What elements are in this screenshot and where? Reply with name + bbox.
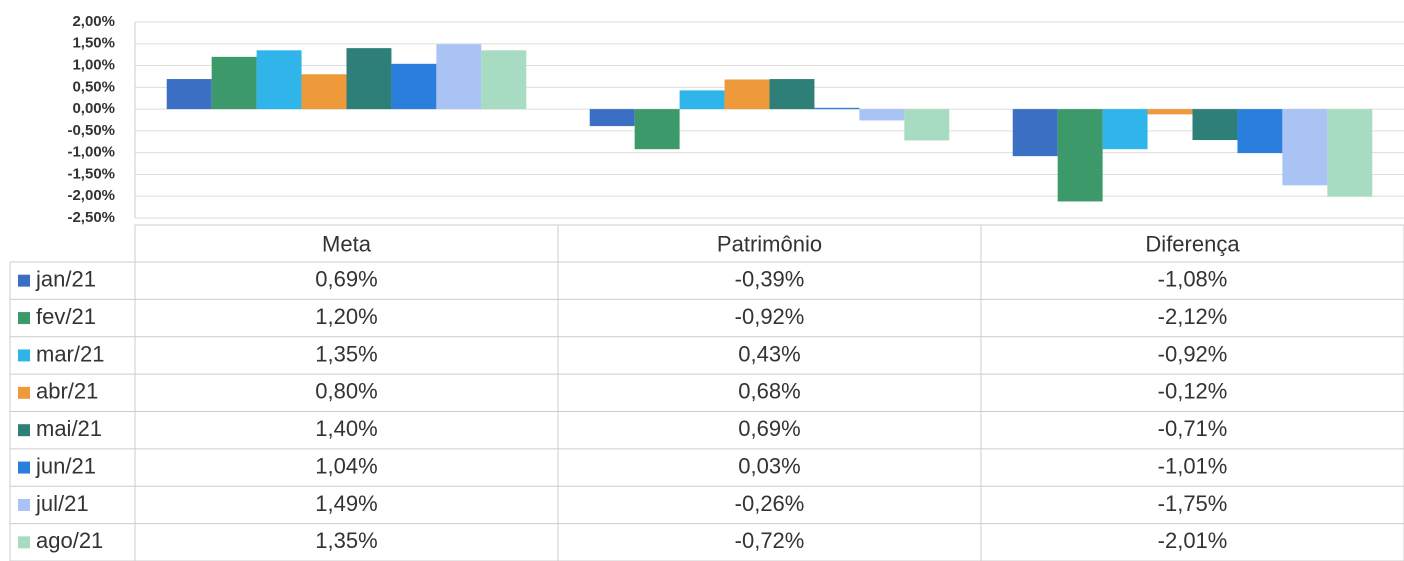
legend-label: ago/21 bbox=[36, 528, 103, 553]
y-tick-label: 1,50% bbox=[72, 35, 115, 52]
y-tick-label: -1,00% bbox=[67, 144, 115, 161]
data-label: 0,68% bbox=[738, 379, 800, 404]
y-tick-label: 2,00% bbox=[72, 13, 115, 30]
legend-key bbox=[18, 498, 30, 511]
legend-label: fev/21 bbox=[36, 304, 96, 329]
y-tick-label: -1,50% bbox=[67, 165, 115, 182]
data-label: -0,39% bbox=[735, 267, 805, 292]
bar bbox=[1282, 109, 1328, 186]
bar bbox=[724, 79, 770, 110]
legend-label: jul/21 bbox=[35, 491, 89, 516]
data-label: -2,12% bbox=[1158, 304, 1228, 329]
y-tick-label: 0,50% bbox=[72, 78, 115, 95]
data-label: 1,35% bbox=[315, 528, 377, 553]
bar bbox=[634, 109, 680, 150]
data-label: -1,08% bbox=[1158, 267, 1228, 292]
data-label: -0,12% bbox=[1158, 379, 1228, 404]
data-label: -0,92% bbox=[735, 304, 805, 329]
legend-label: jun/21 bbox=[35, 453, 96, 478]
data-label: 0,69% bbox=[315, 267, 377, 292]
bar bbox=[481, 50, 527, 110]
data-label: -2,01% bbox=[1158, 528, 1228, 553]
y-tick-label: -2,50% bbox=[67, 209, 115, 226]
data-label: 1,49% bbox=[315, 491, 377, 516]
y-tick-label: 1,00% bbox=[72, 57, 115, 74]
bar bbox=[346, 48, 392, 110]
data-label: -0,92% bbox=[1158, 341, 1228, 366]
bar bbox=[211, 56, 257, 110]
bar bbox=[1102, 109, 1148, 150]
legend-key bbox=[18, 386, 30, 399]
data-label: 1,20% bbox=[315, 304, 377, 329]
legend-key bbox=[18, 424, 30, 437]
legend-label: mar/21 bbox=[36, 341, 104, 366]
y-tick-label: -2,00% bbox=[67, 187, 115, 204]
bar bbox=[859, 109, 905, 121]
x-tick-label: Diferença bbox=[1145, 231, 1240, 256]
legend-key bbox=[18, 349, 30, 362]
x-tick-label: Patrimônio bbox=[717, 231, 822, 256]
data-label: -1,01% bbox=[1158, 453, 1228, 478]
legend-key bbox=[18, 536, 30, 549]
bar bbox=[1192, 109, 1238, 141]
bar bbox=[301, 74, 347, 110]
legend-key bbox=[18, 461, 30, 474]
data-label: 0,03% bbox=[738, 453, 800, 478]
legend-key bbox=[18, 274, 30, 287]
legend-key bbox=[18, 312, 30, 325]
y-tick-label: 0,00% bbox=[72, 100, 115, 117]
legend-label: mai/21 bbox=[36, 416, 102, 441]
bar bbox=[391, 63, 437, 110]
data-label: 1,40% bbox=[315, 416, 377, 441]
data-label: 1,04% bbox=[315, 453, 377, 478]
bar bbox=[1327, 109, 1373, 197]
bar bbox=[904, 109, 950, 141]
bar bbox=[814, 107, 860, 110]
legend-label: jan/21 bbox=[35, 267, 96, 292]
x-tick-label: Meta bbox=[322, 231, 372, 256]
bar bbox=[1147, 109, 1193, 115]
y-tick-label: -0,50% bbox=[67, 122, 115, 139]
bar bbox=[1057, 109, 1103, 202]
data-label: 0,43% bbox=[738, 341, 800, 366]
data-label: -0,72% bbox=[735, 528, 805, 553]
bar bbox=[589, 109, 635, 127]
bar bbox=[679, 90, 725, 110]
data-label: 1,35% bbox=[315, 341, 377, 366]
data-label: -0,71% bbox=[1158, 416, 1228, 441]
bar bbox=[256, 50, 302, 110]
bar bbox=[436, 44, 482, 110]
data-label: -1,75% bbox=[1158, 491, 1228, 516]
data-label: 0,80% bbox=[315, 379, 377, 404]
bar bbox=[1237, 109, 1283, 154]
data-label: -0,26% bbox=[735, 491, 805, 516]
bar bbox=[166, 79, 212, 110]
bar bbox=[1012, 109, 1058, 157]
legend-label: abr/21 bbox=[36, 379, 98, 404]
bar bbox=[769, 79, 815, 110]
data-label: 0,69% bbox=[738, 416, 800, 441]
